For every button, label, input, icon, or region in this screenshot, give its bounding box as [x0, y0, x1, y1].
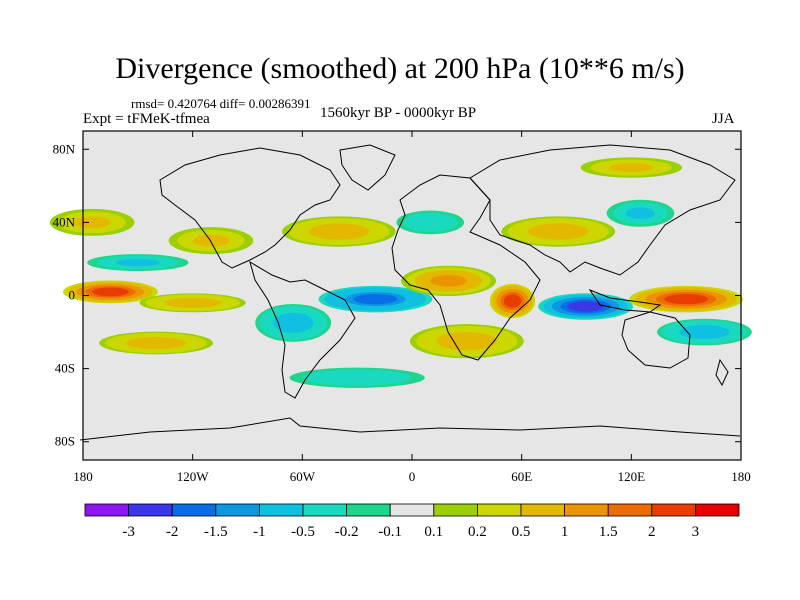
season-label: JJA [712, 111, 735, 127]
colorbar-label: 0.5 [512, 524, 531, 540]
contour-north-atlantic-positive [316, 225, 361, 238]
colorbar-swatch [171, 503, 217, 517]
contour-west-pacific-positive [664, 294, 709, 305]
experiment-label: Expt = tFMeK-tfmea [83, 111, 210, 127]
y-tick-label: 40S [55, 361, 75, 376]
contour-southern-ocean-negative [327, 373, 387, 383]
anomaly-field [49, 131, 752, 460]
colorbar-label: -1 [253, 524, 266, 540]
longitude-axis: 180 120W 60W 0 60E 120E 180 [73, 131, 751, 484]
colorbar-label: -2 [166, 524, 179, 540]
colorbar-label: 3 [692, 524, 700, 540]
anomaly-north-atlantic-positive [281, 216, 396, 247]
anomaly-subtropical-pacific-negative [87, 254, 189, 272]
contour-amazon-negative [278, 315, 308, 331]
anomaly-south-atlantic-positive [409, 324, 524, 359]
contour-central-pacific-positive [92, 287, 129, 297]
colorbar-swatch [433, 503, 478, 517]
colorbar-swatch [389, 503, 435, 517]
y-tick-label: 40N [53, 214, 76, 229]
anomaly-southern-ocean-negative [289, 367, 425, 388]
contour-south-pacific-negative [686, 326, 723, 338]
colorbar-swatch [258, 503, 304, 517]
x-tick-label: 120E [618, 469, 646, 484]
anomaly-amazon-negative [255, 303, 332, 342]
x-tick-label: 60W [290, 469, 316, 484]
contour-north-america-positive [192, 234, 230, 247]
anomaly-asia-positive [501, 216, 616, 247]
contour-east-africa-positive [503, 294, 522, 308]
coastline-australia [621, 311, 691, 369]
colorbar-swatch [346, 503, 391, 517]
colorbar-label: 0.1 [424, 524, 443, 540]
colorbar-swatch [215, 503, 260, 517]
anomaly-equatorial-atlantic-negative [318, 285, 433, 313]
colorbar-label: 1.5 [599, 524, 618, 540]
contour-east-pacific-positive [172, 299, 214, 307]
colorbar-swatch [520, 503, 565, 517]
x-tick-label: 60E [511, 469, 532, 484]
map-title: Divergence (smoothed) at 200 hPa (10**6 … [115, 52, 685, 85]
anomaly-central-pacific-positive [63, 280, 158, 304]
colorbar-swatch [128, 503, 173, 517]
contour-subtropical-pacific-negative [115, 258, 160, 267]
contour-north-pacific-positive [73, 216, 111, 229]
anomaly-north-america-positive [168, 227, 254, 255]
x-tick-label: 180 [731, 469, 751, 484]
anomaly-south-pacific-positive [99, 331, 214, 355]
colorbar-label: -0.1 [378, 524, 402, 540]
colorbar-label: 1 [561, 524, 569, 540]
y-tick-label: 0 [69, 288, 76, 303]
anomaly-europe-negative [396, 210, 465, 235]
colorbar-swatch [564, 503, 609, 517]
y-tick-label: 80N [53, 141, 76, 156]
anomaly-east-africa-positive [489, 283, 536, 319]
colorbar-label: -0.5 [291, 524, 315, 540]
colorbar-swatch [695, 503, 740, 517]
coastline-north-america [159, 147, 341, 269]
colorbar: -3 -2 -1.5 -1 -0.5 -0.2 -0.1 0.1 0.2 0.5 1 1.5 2 3 [84, 503, 740, 540]
coastline-greenland [339, 144, 396, 191]
anomaly-africa-positive [401, 265, 496, 297]
period-label: 1560kyr BP - 0000kyr BP [320, 105, 477, 121]
colorbar-swatch [651, 503, 696, 517]
statistics-label: rmsd= 0.420764 diff= 0.00286391 [131, 96, 311, 111]
colorbar-label: -1.5 [204, 524, 228, 540]
x-tick-label: 0 [409, 469, 416, 484]
y-tick-label: 80S [55, 434, 75, 449]
latitude-axis: 80N 40N 0 40S 80S [53, 141, 741, 449]
coastline-asia [469, 144, 736, 276]
x-tick-label: 180 [73, 469, 93, 484]
colorbar-label: -0.2 [335, 524, 359, 540]
contour-indian-ocean-negative [567, 301, 604, 312]
x-tick-label: 120W [177, 469, 210, 484]
colorbar-swatch [302, 503, 347, 517]
coastlines [79, 144, 741, 441]
coastline-antarctica [79, 417, 741, 441]
anomaly-indian-ocean-negative [538, 293, 634, 320]
anomaly-west-pacific-positive [629, 285, 744, 313]
contour-arctic-positive [609, 163, 654, 172]
colorbar-label: -3 [122, 524, 135, 540]
contour-south-pacific-positive [134, 338, 179, 348]
coastline-new-zealand [715, 358, 729, 387]
anomaly-east-asia-negative [606, 199, 675, 227]
contour-equatorial-atlantic-negative [353, 294, 398, 305]
contour-asia-positive [536, 225, 581, 238]
contour-africa-positive [430, 275, 467, 287]
coastline-indonesia [588, 288, 662, 313]
anomaly-south-pacific-negative [657, 318, 752, 346]
colorbar-label: 2 [648, 524, 656, 540]
anomaly-east-pacific-positive [139, 293, 246, 313]
colorbar-swatch [84, 503, 129, 517]
contour-south-atlantic-positive [444, 334, 489, 348]
anomaly-arctic-positive [580, 157, 683, 178]
contour-east-asia-negative [625, 207, 656, 220]
coastline-south-america [249, 260, 356, 399]
contour-europe-negative [415, 217, 445, 228]
colorbar-label: 0.2 [468, 524, 487, 540]
colorbar-swatch [476, 503, 522, 517]
colorbar-swatch [607, 503, 653, 517]
